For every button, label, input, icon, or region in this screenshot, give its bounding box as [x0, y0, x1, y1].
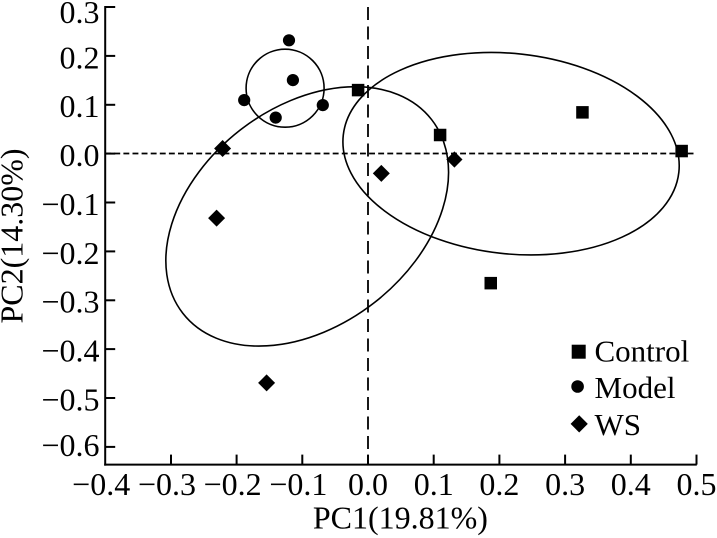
svg-text:−0.4: −0.4: [41, 333, 99, 369]
svg-text:−0.2: −0.2: [204, 466, 262, 502]
svg-text:−0.1: −0.1: [269, 466, 327, 502]
svg-text:0.0: 0.0: [60, 137, 100, 173]
svg-text:−0.1: −0.1: [41, 186, 99, 222]
svg-text:−0.5: −0.5: [41, 381, 99, 417]
svg-text:0.5: 0.5: [677, 466, 717, 502]
svg-text:Control: Control: [595, 334, 690, 369]
svg-text:PC1(19.81%): PC1(19.81%): [313, 500, 488, 536]
svg-text:−0.4: −0.4: [72, 466, 130, 502]
svg-text:0.3: 0.3: [60, 0, 100, 30]
svg-text:0.1: 0.1: [60, 88, 100, 124]
svg-text:−0.2: −0.2: [41, 235, 99, 271]
svg-text:0.1: 0.1: [414, 466, 454, 502]
svg-text:0.0: 0.0: [348, 466, 388, 502]
svg-text:WS: WS: [595, 407, 642, 442]
svg-text:PC2(14.30%): PC2(14.30%): [0, 148, 30, 323]
svg-text:−0.3: −0.3: [41, 284, 99, 320]
svg-text:0.2: 0.2: [479, 466, 519, 502]
svg-text:Model: Model: [595, 370, 676, 405]
svg-text:−0.3: −0.3: [138, 466, 196, 502]
svg-text:−0.6: −0.6: [41, 427, 99, 463]
svg-text:0.3: 0.3: [545, 466, 585, 502]
svg-text:0.4: 0.4: [611, 466, 651, 502]
svg-text:0.2: 0.2: [60, 39, 100, 75]
